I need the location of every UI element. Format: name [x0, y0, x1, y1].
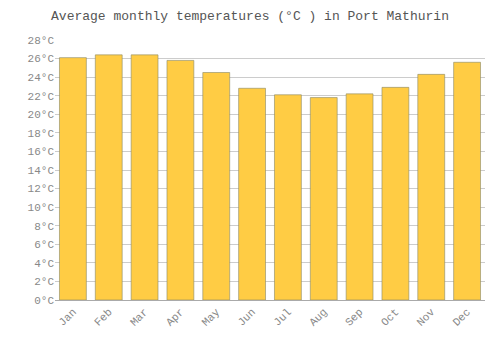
svg-text:Oct: Oct	[379, 306, 401, 328]
svg-text:Mar: Mar	[128, 306, 150, 328]
svg-text:0°C: 0°C	[34, 295, 54, 307]
svg-text:Average monthly temperatures (: Average monthly temperatures (°C ) in Po…	[51, 9, 449, 24]
svg-text:22°C: 22°C	[28, 91, 55, 103]
svg-text:8°C: 8°C	[34, 221, 54, 233]
svg-text:Dec: Dec	[451, 306, 473, 328]
svg-text:Nov: Nov	[415, 306, 438, 329]
svg-text:Sep: Sep	[343, 306, 365, 328]
svg-text:12°C: 12°C	[28, 183, 55, 195]
svg-text:24°C: 24°C	[28, 72, 55, 84]
svg-text:4°C: 4°C	[34, 258, 54, 270]
svg-text:14°C: 14°C	[28, 165, 55, 177]
svg-text:10°C: 10°C	[28, 202, 55, 214]
svg-text:18°C: 18°C	[28, 128, 55, 140]
svg-text:May: May	[200, 306, 223, 329]
svg-text:Feb: Feb	[92, 306, 114, 328]
svg-text:20°C: 20°C	[28, 109, 55, 121]
svg-text:Jan: Jan	[56, 306, 78, 328]
svg-text:Jun: Jun	[236, 306, 258, 328]
svg-text:Apr: Apr	[164, 306, 186, 328]
svg-text:26°C: 26°C	[28, 53, 55, 65]
svg-text:28°C: 28°C	[28, 35, 55, 47]
svg-text:16°C: 16°C	[28, 146, 55, 158]
svg-text:Jul: Jul	[271, 306, 293, 328]
svg-text:6°C: 6°C	[34, 239, 54, 251]
svg-text:Aug: Aug	[307, 306, 329, 328]
svg-text:2°C: 2°C	[34, 276, 54, 288]
